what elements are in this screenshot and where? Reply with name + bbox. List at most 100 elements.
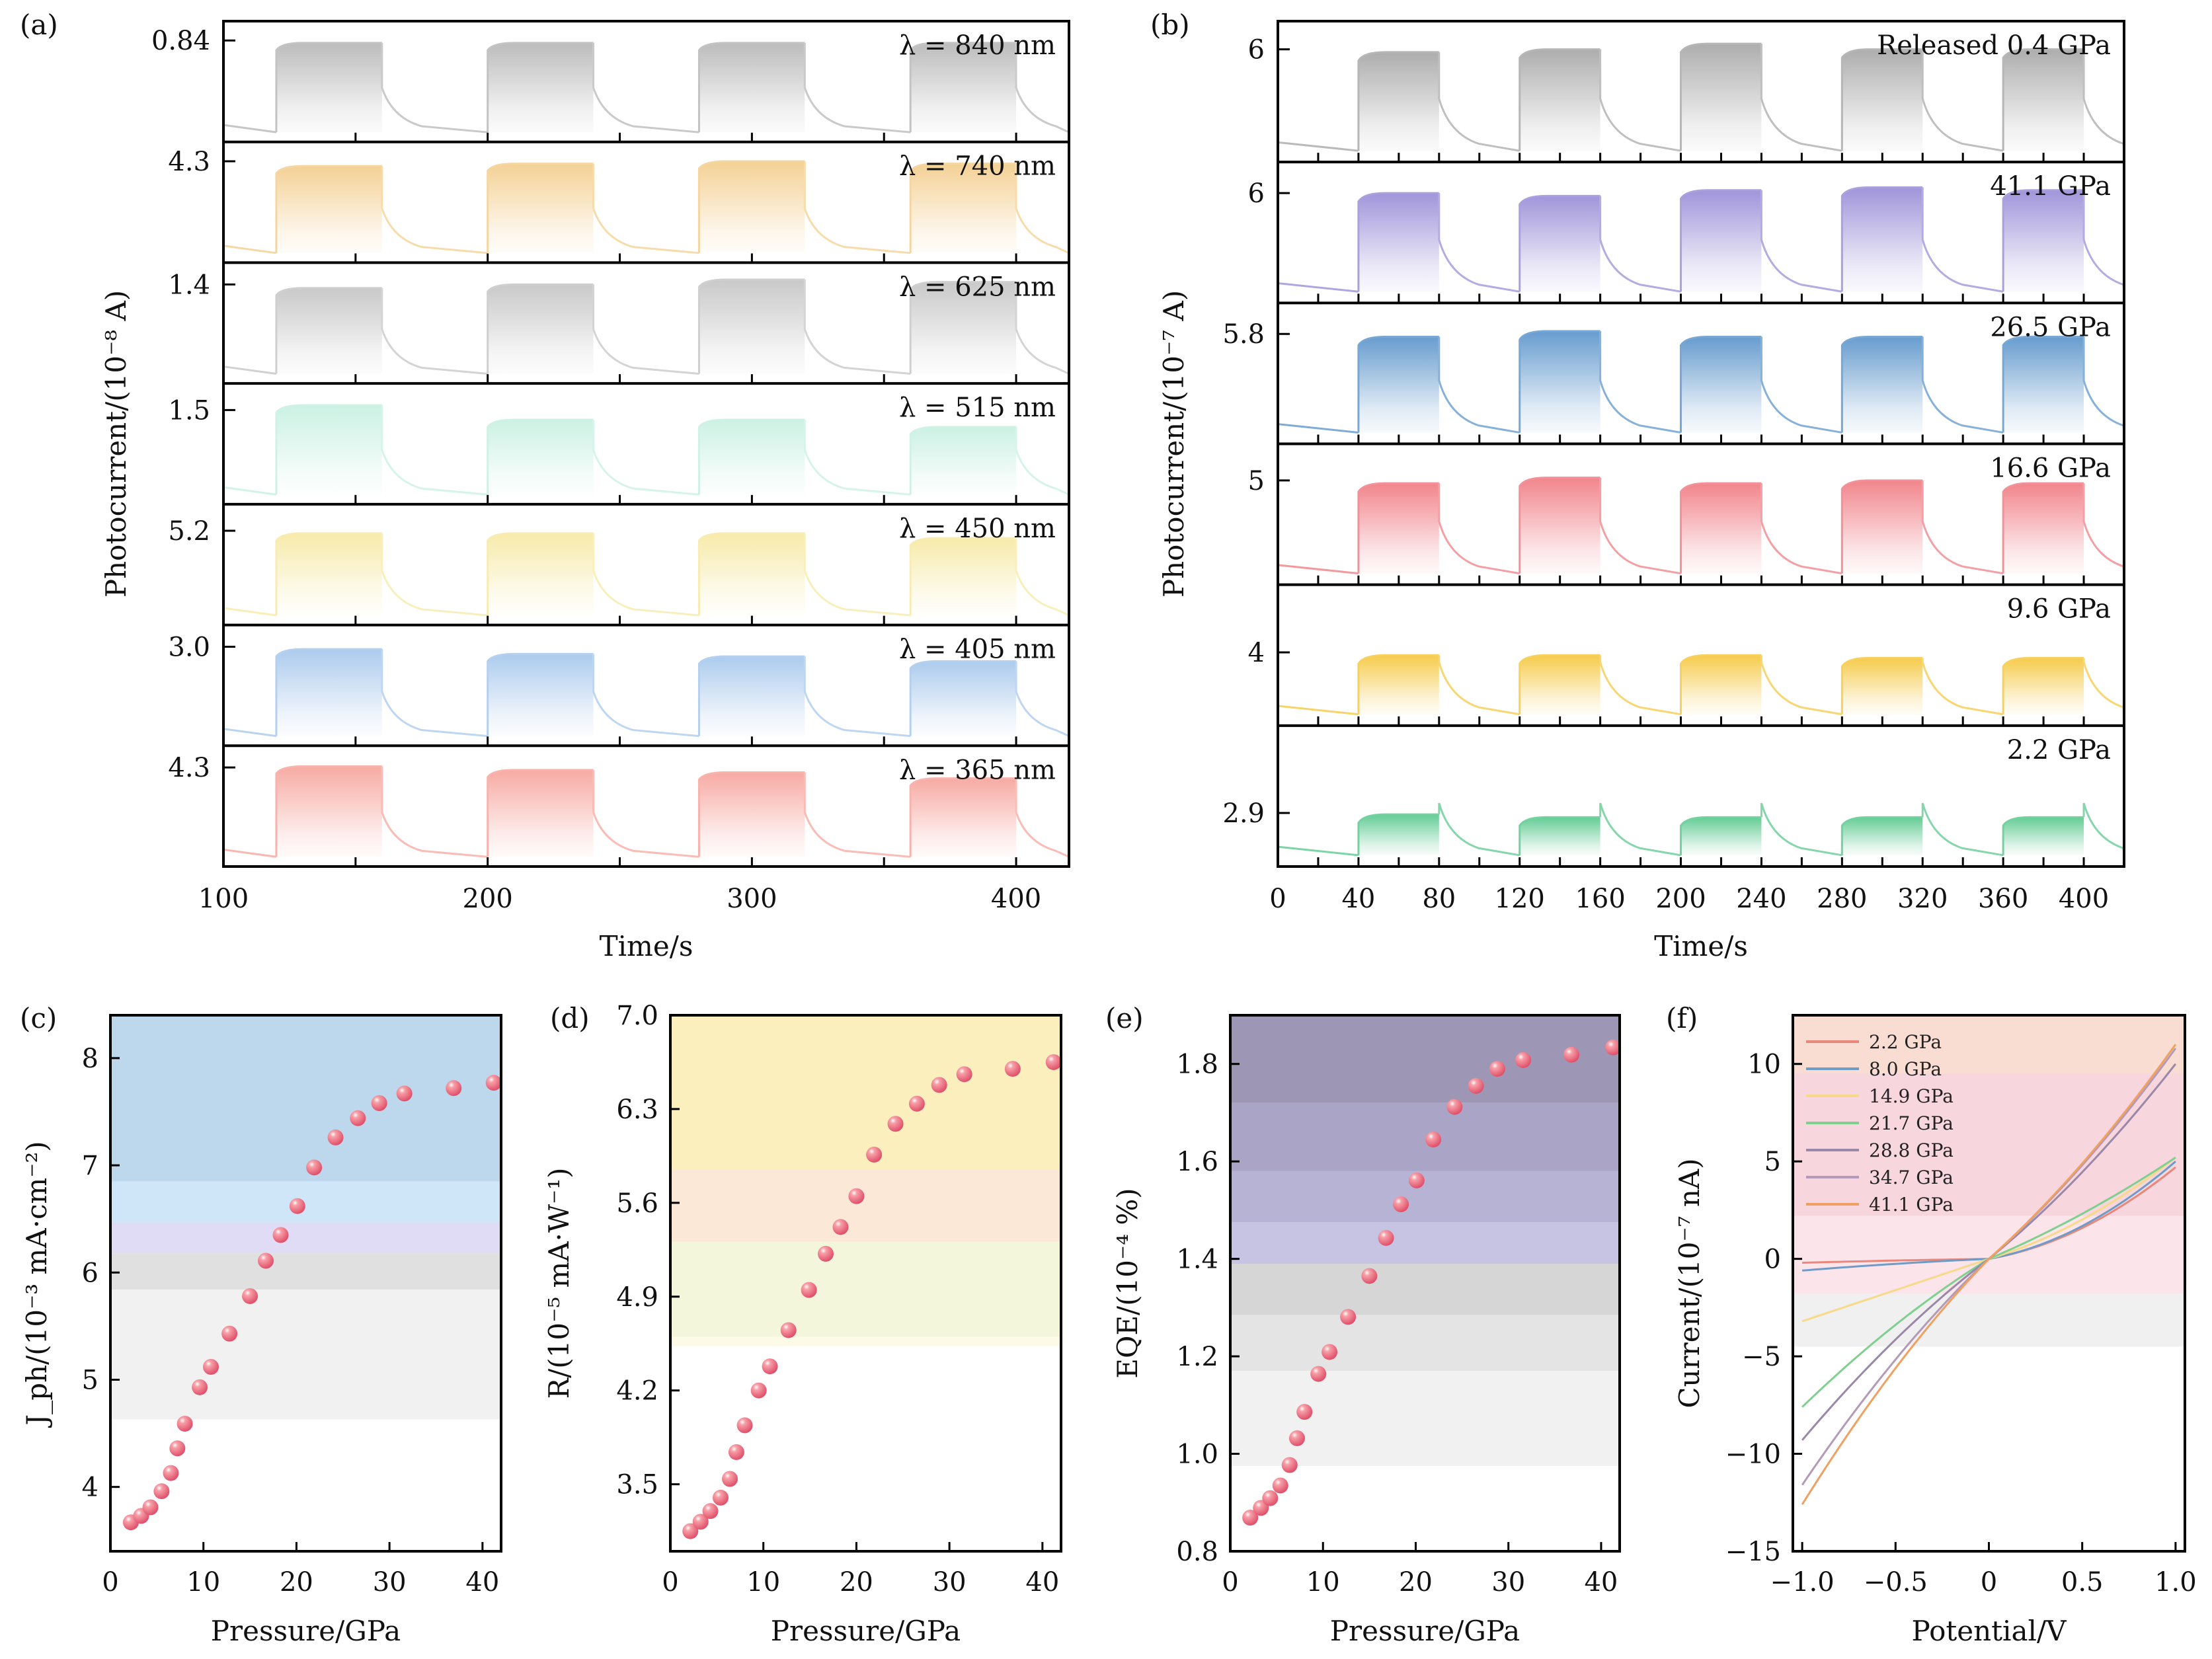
panel-f-iv-curves: 2.2 GPa 8.0 GPa 14.9 GPa 21.7 GPa 28.8 GPa 34…: [1673, 1014, 2197, 1647]
x-tick-label: 40: [465, 1567, 499, 1598]
data-point: [371, 1095, 387, 1112]
data-point: [1378, 1229, 1394, 1246]
decay-trace: [1760, 44, 1842, 152]
pulse-edge: [697, 160, 805, 253]
data-point: [1361, 1268, 1378, 1284]
y-tick-label: −5: [1742, 1342, 1781, 1372]
y-tick-label: −10: [1725, 1440, 1781, 1470]
pulse-edge: [1840, 186, 1923, 292]
baseline-trace: [223, 486, 277, 496]
pulse-on-area: [699, 161, 805, 253]
panel-c-jph-vs-pressure: 0 10 20 30 40 4 5 6 7 8 Pressure/GPa J_ph/(10⁻³ mA·…: [20, 1014, 502, 1647]
x-tick-label: 360: [1978, 884, 2028, 914]
pulse-on-area: [1680, 44, 1762, 151]
subplot-2: 4.3 λ = 740 nm: [168, 140, 1070, 263]
y-tick-label: 1.4: [1176, 1245, 1218, 1275]
data-point: [1425, 1132, 1442, 1148]
decay-trace: [2082, 802, 2125, 856]
pulse-on-area: [1519, 817, 1600, 855]
x-tick-label: 10: [186, 1567, 220, 1598]
decay-trace: [803, 772, 911, 858]
pulse-edge: [1357, 192, 1439, 292]
x-tick-label: 10: [746, 1567, 780, 1598]
pulse-edge: [1519, 330, 1600, 433]
decay-trace: [1921, 480, 2004, 575]
pulse-on-area: [910, 538, 1017, 615]
pulse-edge: [1357, 813, 1439, 855]
background-band: [1793, 1293, 2185, 1347]
x-axis-title: Pressure/GPa: [1330, 1615, 1520, 1647]
pulse-on-area: [910, 163, 1017, 253]
pulse-on-area: [276, 649, 382, 736]
pulse-edge: [1519, 48, 1600, 151]
y-tick-label: 4.9: [616, 1282, 658, 1313]
decay-trace: [381, 766, 488, 858]
x-tick-label: 300: [727, 884, 777, 914]
decay-trace: [592, 163, 699, 254]
decay-trace: [592, 769, 699, 858]
data-point: [306, 1159, 323, 1176]
iv-curve: [1801, 1044, 2177, 1505]
decay-trace: [1015, 538, 1070, 617]
data-point: [682, 1523, 699, 1539]
x-tick-label: 40: [1584, 1567, 1618, 1598]
data-point: [1281, 1457, 1298, 1473]
pulse-on-area: [910, 42, 1017, 133]
decay-trace: [592, 42, 699, 134]
data-point: [692, 1514, 709, 1530]
decay-trace: [1015, 282, 1070, 375]
y-tick-label: 1.0: [1176, 1440, 1218, 1470]
pulse-edge: [2002, 657, 2084, 714]
panel-label-d: (d): [550, 1002, 590, 1034]
pulse-on-area: [1842, 658, 1923, 714]
x-axis-title: Potential/V: [1912, 1615, 2067, 1647]
pulse-on-area: [1842, 187, 1923, 292]
pulse-edge: [275, 648, 382, 736]
pulse-edge: [2002, 482, 2084, 574]
baseline-trace: [223, 728, 277, 738]
y-tick-label: 5.8: [1222, 319, 1265, 350]
decay-trace: [1599, 196, 1681, 293]
x-tick-label: 200: [1655, 884, 1706, 914]
data-point: [142, 1499, 159, 1516]
y-tick-label: 7: [82, 1151, 99, 1181]
decay-trace: [2082, 483, 2125, 574]
panel-label-a: (a): [20, 9, 58, 41]
x-tick-label: 20: [840, 1567, 873, 1598]
series-label: λ = 450 nm: [899, 514, 1056, 544]
data-point: [272, 1227, 289, 1243]
pulse-on-area: [1842, 480, 1923, 574]
baseline-trace: [223, 245, 277, 254]
data-point: [866, 1146, 883, 1163]
x-tick-label: 280: [1817, 884, 1867, 914]
y-tick-label: 1.5: [168, 395, 210, 426]
pulse-on-area: [1842, 49, 1923, 151]
background-band: [110, 1015, 501, 1182]
pulse-edge: [1840, 48, 1923, 151]
pulse-edge: [697, 418, 805, 495]
pulse-edge: [1680, 42, 1762, 151]
pulse-on-area: [1680, 655, 1762, 714]
x-tick-label: 160: [1575, 884, 1625, 914]
data-point: [1446, 1099, 1463, 1115]
x-tick-label: 120: [1495, 884, 1545, 914]
pulse-edge: [909, 777, 1017, 857]
x-tick-label: 20: [280, 1567, 313, 1598]
decay-trace: [1438, 655, 1520, 716]
pulse-on-area: [276, 533, 382, 615]
decay-trace: [592, 419, 699, 496]
y-tick-label: 6: [1248, 178, 1265, 209]
decay-trace: [803, 42, 911, 134]
background-band: [1793, 1215, 2185, 1294]
y-tick-label: 4: [1248, 638, 1265, 668]
subplot-1: 6 Released 0.4 GPa: [1248, 30, 2125, 163]
baseline-trace: [1277, 845, 1359, 857]
decay-trace: [2082, 658, 2125, 714]
data-point: [702, 1503, 719, 1520]
x-tick-label: 0: [1981, 1567, 1997, 1598]
pulse-edge: [275, 165, 382, 253]
series-label: 9.6 GPa: [2007, 594, 2111, 625]
subplot-5: 5.2 λ = 450 nm: [168, 502, 1070, 625]
pulse-edge: [275, 42, 382, 133]
y-tick-label: 1.2: [1176, 1342, 1218, 1372]
